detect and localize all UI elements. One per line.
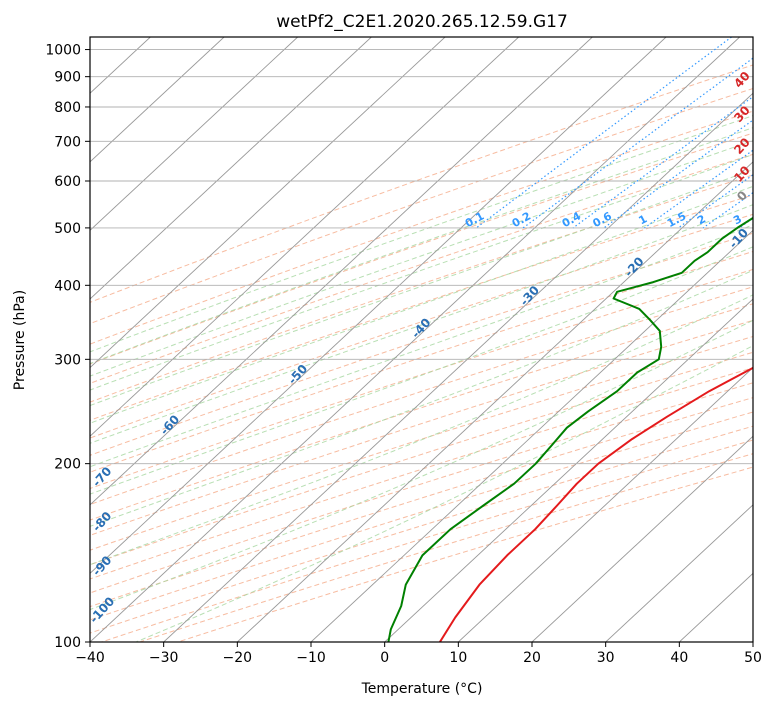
isotherm-line bbox=[678, 572, 753, 642]
y-tick-label: 600 bbox=[54, 174, 81, 190]
dry-adiabat-line bbox=[90, 382, 753, 594]
dry-adiabat-label: -60 bbox=[157, 412, 182, 437]
sounding-profiles bbox=[387, 216, 753, 642]
x-tick-label: −40 bbox=[75, 650, 105, 666]
isotherm-line bbox=[90, 37, 299, 232]
isotherm-line bbox=[531, 435, 753, 642]
mixing-ratio-label: 1.5 bbox=[665, 209, 688, 230]
mixing-ratio-label: 0.1 bbox=[463, 209, 486, 230]
moist-adiabat-line bbox=[90, 319, 753, 611]
sounding-series-line bbox=[439, 366, 753, 642]
x-axis-label: Temperature (°C) bbox=[361, 681, 483, 697]
chart-title: wetPf2_C2E1.2020.265.12.59.G17 bbox=[276, 12, 568, 32]
moist-adiabat-line bbox=[90, 224, 753, 468]
y-axis-label: Pressure (hPa) bbox=[12, 290, 28, 390]
plot-frame bbox=[89, 36, 754, 643]
dry-adiabat-line bbox=[90, 411, 753, 621]
isotherm-line bbox=[752, 641, 753, 642]
dry-adiabat-line bbox=[139, 453, 753, 642]
y-axis-ticks: 100 200 300 400 500 600 700 800 900 1000 bbox=[45, 43, 90, 651]
isotherm-line bbox=[163, 92, 753, 642]
mixing-ratio-line bbox=[522, 57, 753, 229]
dry-adiabat-label: -30 bbox=[517, 283, 542, 308]
isotherm-line bbox=[90, 37, 593, 506]
moist-adiabat-line bbox=[90, 204, 753, 444]
x-axis-ticks: −40 −30 −20 −10 0 10 20 30 40 50 bbox=[75, 642, 762, 666]
dry-adiabat-line bbox=[90, 397, 753, 608]
dry-adiabat-label: 0 bbox=[734, 188, 750, 204]
x-tick-label: 20 bbox=[523, 650, 541, 666]
dry-adiabat-label: -20 bbox=[622, 254, 647, 279]
y-tick-label: 100 bbox=[54, 635, 81, 651]
mixing-ratio-label: 0.4 bbox=[560, 209, 584, 230]
isotherm-line bbox=[90, 37, 225, 163]
mixing-ratio-line bbox=[475, 37, 732, 229]
x-tick-label: 30 bbox=[597, 650, 615, 666]
x-tick-label: 40 bbox=[670, 650, 688, 666]
dry-adiabat-label: -10 bbox=[726, 226, 751, 251]
mixing-ratio-line bbox=[766, 37, 775, 228]
dry-adiabat-line bbox=[90, 367, 753, 580]
dry-adiabat-label: -90 bbox=[90, 553, 115, 578]
y-tick-label: 700 bbox=[54, 134, 81, 150]
y-tick-label: 200 bbox=[54, 457, 81, 473]
isotherm-line bbox=[457, 367, 753, 642]
sounding-series-line bbox=[387, 216, 753, 642]
x-tick-label: 50 bbox=[744, 650, 762, 666]
isotherm-line bbox=[384, 298, 753, 642]
y-tick-label: 800 bbox=[54, 100, 81, 116]
mixing-ratio-label: 2 bbox=[695, 212, 708, 227]
dry-adiabat-label: 40 bbox=[731, 69, 753, 91]
isotherm-line bbox=[90, 37, 372, 300]
y-tick-label: 900 bbox=[54, 70, 81, 86]
isotherm-line bbox=[310, 229, 753, 642]
mixing-ratio-line bbox=[603, 119, 753, 229]
moist-adiabat-line bbox=[135, 345, 753, 642]
mixing-ratio-label: 0.6 bbox=[591, 209, 615, 230]
x-tick-label: −20 bbox=[223, 650, 253, 666]
dry-adiabat-line bbox=[90, 319, 753, 536]
isotherm-line bbox=[90, 37, 446, 369]
dry-adiabat-line bbox=[90, 351, 753, 566]
dry-adiabat-label: 10 bbox=[731, 163, 753, 185]
moist-adiabat-line bbox=[90, 269, 753, 527]
moist-adiabat-line bbox=[90, 127, 753, 365]
mixing-ratio-label: 1 bbox=[636, 212, 649, 227]
y-tick-label: 500 bbox=[54, 221, 81, 237]
dry-adiabat-label: 20 bbox=[731, 135, 753, 157]
dry-adiabat-line bbox=[90, 87, 753, 325]
isotherm-line bbox=[90, 37, 520, 437]
y-tick-label: 1000 bbox=[45, 43, 81, 59]
dry-adiabat-line bbox=[90, 335, 753, 551]
moist-adiabat-line bbox=[90, 139, 753, 377]
y-tick-label: 300 bbox=[54, 352, 81, 368]
y-tick-label: 400 bbox=[54, 278, 81, 294]
x-tick-label: −30 bbox=[149, 650, 179, 666]
x-tick-label: 0 bbox=[380, 650, 389, 666]
isotherm-line bbox=[605, 504, 753, 642]
mixing-ratio-line bbox=[677, 174, 753, 229]
mixing-ratio-line bbox=[644, 149, 753, 229]
mixing-ratio-line bbox=[572, 95, 753, 229]
dry-adiabat-label: 30 bbox=[731, 103, 753, 125]
isotherm-line bbox=[236, 161, 753, 642]
dry-adiabat-line bbox=[101, 439, 753, 642]
isotherm-line bbox=[90, 37, 667, 574]
dry-adiabat-line bbox=[90, 153, 753, 384]
x-tick-label: 10 bbox=[449, 650, 467, 666]
isotherm-line bbox=[90, 37, 741, 642]
dry-adiabat-label: -80 bbox=[90, 509, 115, 534]
background-reference-lines bbox=[90, 37, 775, 642]
x-tick-label: −10 bbox=[296, 650, 326, 666]
